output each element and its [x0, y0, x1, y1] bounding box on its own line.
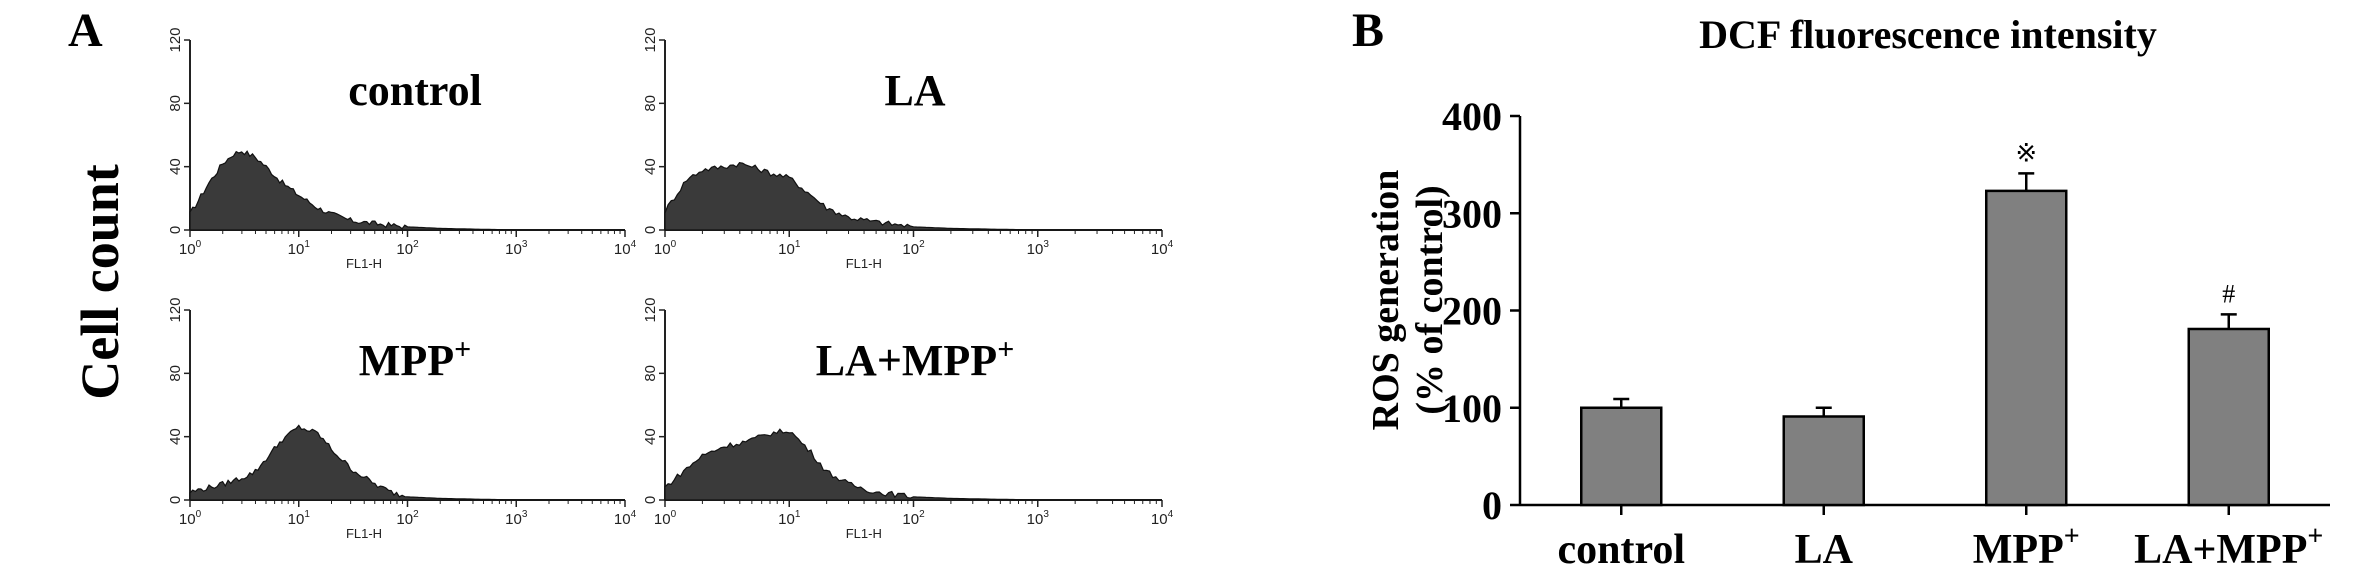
histogram-x-tick-label: 100 [654, 509, 677, 528]
bar-chart-ylabel-2: (% of control) [1409, 185, 1451, 414]
histogram-x-tick-label: 102 [902, 509, 925, 528]
histogram-x-tick-label: 102 [396, 239, 419, 258]
histogram-y-tick-label: 120 [642, 297, 659, 322]
histogram-x-tick-label: 102 [902, 239, 925, 258]
histogram-area [189, 150, 625, 231]
histogram-x-tick-label: 103 [505, 239, 528, 258]
histogram-xlabel: FL1-H [846, 256, 882, 271]
histogram-title: LA [884, 66, 945, 115]
bar [2187, 327, 2270, 507]
histogram-y-tick-label: 40 [642, 428, 659, 445]
histogram-y-tick-label: 120 [167, 27, 184, 52]
histogram-xlabel: FL1-H [346, 526, 382, 541]
histogram-y-tick-label: 40 [642, 158, 659, 175]
histogram-y-tick-label: 0 [642, 226, 659, 234]
histogram-panel: 0 40 80 120 100 101 102 103 104 FL1-H LA [642, 27, 1174, 271]
histogram-y-tick-label: 80 [642, 95, 659, 112]
bar-chart-y-tick-label: 200 [1442, 289, 1502, 334]
histogram-x-tick-label: 104 [1151, 239, 1174, 258]
histogram-ylabel: Cell count [70, 164, 130, 400]
bar-annotation: # [2222, 279, 2235, 308]
histogram-x-tick-label: 103 [505, 509, 528, 528]
histogram-y-tick-label: 40 [167, 428, 184, 445]
bar-annotation: ※ [2015, 138, 2037, 167]
bar-chart-y-tick-label: 300 [1442, 191, 1502, 236]
histogram-x-tick-label: 103 [1027, 239, 1050, 258]
histogram-x-tick-label: 104 [1151, 509, 1174, 528]
histogram-y-tick-label: 120 [642, 27, 659, 52]
bar-chart-category-label: MPP+ [1973, 521, 2080, 573]
histogram-y-tick-label: 80 [167, 365, 184, 382]
histogram-panel: 0 40 80 120 100 101 102 103 104 FL1-H LA+MPP+ [642, 297, 1174, 541]
bar [1782, 415, 1865, 507]
histogram-area [189, 424, 625, 501]
bar-chart-category-label: control [1557, 527, 1685, 573]
histogram-x-tick-label: 104 [614, 239, 637, 258]
histogram-panel: 0 40 80 120 100 101 102 103 104 FL1-H control [167, 27, 637, 271]
histogram-y-tick-label: 40 [167, 158, 184, 175]
histogram-area [664, 162, 1162, 231]
histogram-x-tick-label: 100 [179, 239, 202, 258]
histogram-title: LA+MPP+ [816, 333, 1015, 385]
histogram-x-tick-label: 104 [614, 509, 637, 528]
histogram-y-tick-label: 120 [167, 297, 184, 322]
bar-chart-ylabel: ROS generation [1365, 170, 1407, 431]
histogram-y-tick-label: 0 [167, 226, 184, 234]
histogram-xlabel: FL1-H [846, 526, 882, 541]
histogram-x-tick-label: 100 [179, 509, 202, 528]
bar-chart-y-tick-label: 0 [1482, 483, 1502, 528]
histogram-area [664, 428, 1162, 501]
histogram-x-tick-label: 103 [1027, 509, 1050, 528]
panel-a-letter: A [68, 4, 103, 57]
bar-chart-title: DCF fluorescence intensity [1699, 12, 2157, 57]
bar-chart: DCF fluorescence intensity ROS generation… [1365, 12, 2330, 573]
bar [1985, 189, 2068, 507]
histogram-x-tick-label: 101 [778, 509, 801, 528]
histogram-panel: 0 40 80 120 100 101 102 103 104 FL1-H MPP+ [167, 297, 637, 541]
histogram-x-tick-label: 101 [778, 239, 801, 258]
histogram-x-tick-label: 100 [654, 239, 677, 258]
histogram-y-tick-label: 80 [167, 95, 184, 112]
bar-chart-category-label: LA [1795, 527, 1854, 573]
histogram-xlabel: FL1-H [346, 256, 382, 271]
histogram-y-tick-label: 80 [642, 365, 659, 382]
bar [1580, 406, 1663, 507]
histogram-y-tick-label: 0 [642, 496, 659, 504]
histogram-x-tick-label: 101 [288, 239, 311, 258]
bar-chart-category-label: LA+MPP+ [2134, 521, 2323, 573]
panel-b-letter: B [1352, 4, 1384, 57]
bar-chart-y-tick-label: 100 [1442, 386, 1502, 431]
histogram-panels: 0 40 80 120 100 101 102 103 104 FL1-H control 0 40 80… [167, 27, 1174, 541]
histogram-y-tick-label: 0 [167, 496, 184, 504]
bar-chart-y-tick-label: 400 [1442, 94, 1502, 139]
histogram-x-tick-label: 102 [396, 509, 419, 528]
histogram-title: MPP+ [359, 333, 471, 385]
histogram-title: control [348, 66, 482, 115]
histogram-x-tick-label: 101 [288, 509, 311, 528]
